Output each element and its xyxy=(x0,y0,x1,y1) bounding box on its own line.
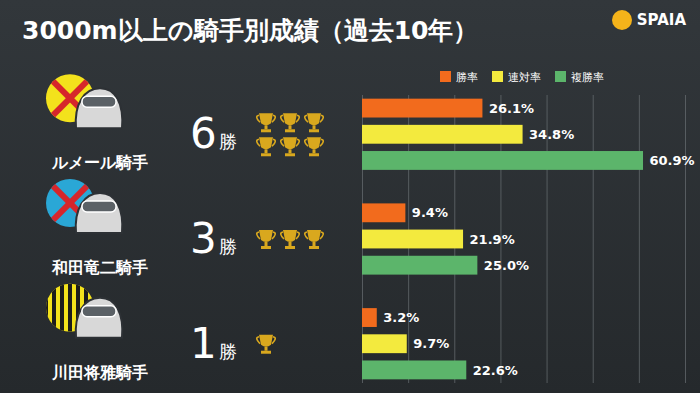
svg-text:川田将雅騎手: 川田将雅騎手 xyxy=(51,363,148,382)
svg-text:3勝: 3勝 xyxy=(190,214,237,263)
svg-text:ルメール騎手: ルメール騎手 xyxy=(51,153,148,172)
svg-text:6勝: 6勝 xyxy=(190,109,237,158)
svg-text:3.2%: 3.2% xyxy=(383,310,419,325)
html-text:連対率: 連対率 xyxy=(508,71,541,84)
svg-text:21.9%: 21.9% xyxy=(470,232,515,247)
svg-text:25.0%: 25.0% xyxy=(484,258,529,273)
html-text:複勝率: 複勝率 xyxy=(571,71,604,84)
html-text:SPAIA: SPAIA xyxy=(636,11,686,29)
svg-text:26.1%: 26.1% xyxy=(489,101,534,116)
html-text:3000m以上の騎手別成績（過去10年）: 3000m以上の騎手別成績（過去10年） xyxy=(22,16,479,45)
html-text:勝率: 勝率 xyxy=(456,71,478,84)
svg-text:9.4%: 9.4% xyxy=(412,205,448,220)
svg-text:60.9%: 60.9% xyxy=(650,153,695,168)
svg-text:和田竜二騎手: 和田竜二騎手 xyxy=(51,258,148,277)
svg-text:1勝: 1勝 xyxy=(190,319,237,368)
svg-text:22.6%: 22.6% xyxy=(473,363,518,378)
svg-text:34.8%: 34.8% xyxy=(529,127,574,142)
svg-text:9.7%: 9.7% xyxy=(413,336,449,351)
